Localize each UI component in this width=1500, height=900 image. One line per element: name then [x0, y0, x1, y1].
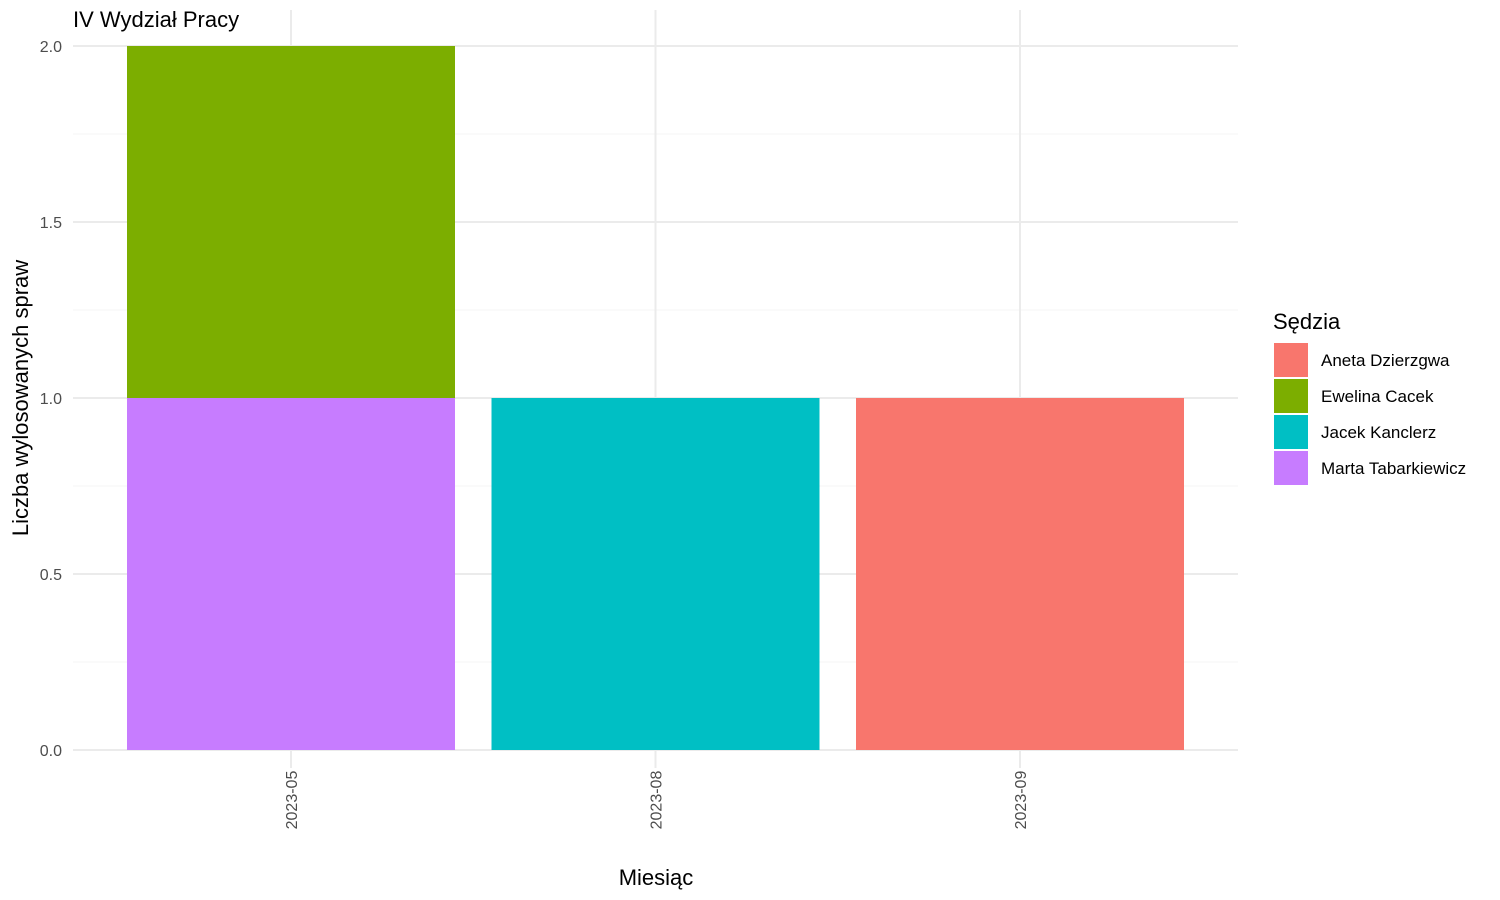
y-tick-label: 1.0: [40, 391, 62, 408]
y-tick-label: 0.0: [40, 743, 62, 760]
chart-title: IV Wydział Pracy: [73, 7, 239, 32]
bar-2023-09-aneta-dzierzgwa: [856, 398, 1184, 750]
x-axis-title: Miesiąc: [619, 865, 694, 890]
x-tick-label: 2023-05: [284, 771, 301, 830]
y-axis-ticks: 0.0 0.5 1.0 1.5 2.0: [40, 39, 62, 760]
legend-key: [1274, 379, 1308, 413]
y-tick-label: 2.0: [40, 39, 62, 56]
y-tick-label: 1.5: [40, 215, 62, 232]
legend-label: Aneta Dzierzgwa: [1321, 351, 1450, 370]
legend-label: Marta Tabarkiewicz: [1321, 459, 1466, 478]
legend-title: Sędzia: [1273, 309, 1341, 334]
x-tick-label: 2023-09: [1013, 771, 1030, 830]
bar-2023-08-jacek-kanclerz: [491, 398, 820, 750]
legend-key: [1274, 343, 1308, 377]
y-axis-title: Liczba wylosowanych spraw: [8, 260, 33, 536]
legend: Sędzia Aneta Dzierzgwa Ewelina Cacek Jacek…: [1273, 309, 1466, 485]
x-tick-label: 2023-08: [649, 771, 666, 830]
legend-key: [1274, 451, 1308, 485]
bar-2023-05-marta-tabarkiewicz: [127, 398, 455, 750]
legend-key: [1274, 415, 1308, 449]
x-axis-ticks: 2023-05 2023-08 2023-09: [284, 771, 1030, 830]
bar-2023-05-ewelina-cacek: [127, 46, 455, 398]
bars: [127, 46, 1184, 750]
y-tick-label: 0.5: [40, 567, 62, 584]
legend-label: Jacek Kanclerz: [1321, 423, 1436, 442]
legend-label: Ewelina Cacek: [1321, 387, 1434, 406]
